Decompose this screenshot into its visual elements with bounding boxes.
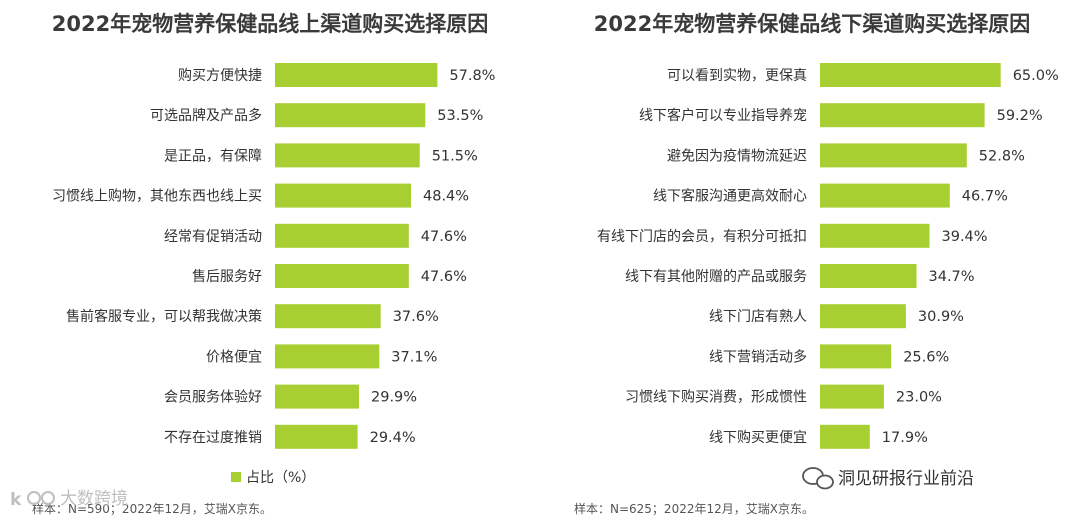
left-value-label: 29.9% [371, 390, 417, 406]
right-category-label: 线下有其他附赠的产品或服务 [625, 269, 807, 285]
right-value-label: 59.2% [997, 108, 1043, 124]
left-bar [275, 63, 438, 87]
right-bar [820, 424, 870, 449]
right-category-label: 可以看到实物，更保真 [667, 68, 807, 84]
left-value-label: 29.4% [370, 430, 416, 446]
right-category-label: 线下营销活动多 [709, 348, 807, 365]
right-category-label: 避免因为疫情物流延迟 [667, 148, 807, 164]
left-category-label: 习惯线上购物，其他东西也线上买 [52, 188, 262, 205]
left-bar [275, 183, 411, 208]
left-value-label: 37.1% [391, 349, 437, 365]
left-category-label: 购买方便快捷 [178, 68, 262, 84]
left-category-label: 价格便宜 [206, 349, 262, 365]
right-value-label: 23.0% [896, 390, 942, 406]
right-chart-title: 2022年宠物营养保健品线下渠道购买选择原因 [594, 12, 1030, 36]
right-value-label: 52.8% [979, 148, 1025, 164]
watermark-left: k 大数跨境 [10, 489, 128, 510]
left-bar [275, 143, 420, 168]
watermark-right: 洞见研报行业前沿 [802, 467, 974, 490]
left-source-note: 样本：N=590；2022年12月，艾瑞X京东。 [32, 501, 272, 516]
right-value-label: 25.6% [903, 349, 949, 365]
left-chart-title: 2022年宠物营养保健品线上渠道购买选择原因 [52, 12, 488, 36]
right-bar [820, 384, 884, 409]
right-chart-bars: 可以看到实物，更保真 65.0% 线下客户可以专业指导养宠 59.2% 避免因为疫情物流… [597, 63, 1059, 449]
left-value-label: 53.5% [437, 108, 483, 124]
right-bar [820, 264, 917, 288]
left-value-label: 47.6% [421, 269, 467, 285]
svg-text:k: k [10, 490, 22, 510]
left-category-label: 售后服务好 [192, 269, 262, 285]
right-value-label: 39.4% [942, 229, 988, 245]
left-category-label: 可选品牌及产品多 [150, 107, 262, 124]
right-value-label: 46.7% [962, 189, 1008, 205]
right-bar [820, 304, 906, 329]
left-value-label: 47.6% [421, 229, 467, 245]
left-bar [275, 223, 409, 248]
right-category-label: 线下门店有熟人 [709, 309, 807, 325]
left-category-label: 是正品，有保障 [164, 148, 262, 164]
left-chart-bars: 购买方便快捷 57.8% 可选品牌及产品多 53.5% 是正品，有保障 51.5% 习惯线上… [52, 63, 495, 449]
left-category-label: 会员服务体验好 [164, 390, 262, 406]
right-bar [820, 143, 967, 168]
left-value-label: 57.8% [449, 68, 495, 84]
left-value-label: 37.6% [393, 309, 439, 325]
legend-swatch [231, 472, 241, 482]
left-category-label: 售前客服专业，可以帮我做决策 [66, 308, 262, 325]
right-bar [820, 223, 930, 248]
right-value-label: 34.7% [929, 269, 975, 285]
right-bar [820, 344, 892, 369]
wechat-icon [802, 467, 834, 490]
left-bar [275, 384, 359, 409]
left-bar [275, 103, 426, 128]
left-category-label: 不存在过度推销 [164, 430, 262, 446]
svg-text:大数跨境: 大数跨境 [60, 489, 128, 509]
left-value-label: 48.4% [423, 189, 469, 205]
right-category-label: 习惯线下购买消费，形成惯性 [625, 389, 807, 406]
right-value-label: 65.0% [1013, 68, 1059, 84]
svg-text:洞见研报行业前沿: 洞见研报行业前沿 [838, 469, 974, 489]
right-bar [820, 103, 985, 128]
right-category-label: 线下客户可以专业指导养宠 [639, 107, 807, 124]
right-value-label: 17.9% [882, 430, 928, 446]
left-category-label: 经常有促销活动 [164, 229, 262, 245]
right-category-label: 线下客服沟通更高效耐心 [653, 188, 807, 205]
right-category-label: 线下购买更便宜 [709, 430, 807, 446]
right-source-note: 样本：N=625；2022年12月，艾瑞X京东。 [574, 501, 814, 516]
legend-label: 占比（%） [246, 470, 315, 486]
right-bar [820, 183, 950, 208]
left-bar [275, 264, 409, 288]
left-bar [275, 344, 380, 369]
right-bar [820, 63, 1001, 87]
left-bar [275, 304, 381, 329]
right-category-label: 有线下门店的会员，有积分可抵扣 [597, 229, 807, 245]
left-value-label: 51.5% [432, 148, 478, 164]
right-value-label: 30.9% [918, 309, 964, 325]
left-bar [275, 424, 358, 449]
